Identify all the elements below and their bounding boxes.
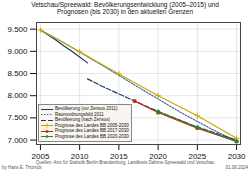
svg-text:8.000: 8.000 xyxy=(7,91,28,100)
svg-text:2015: 2015 xyxy=(110,152,128,160)
html-text:Bevölkerung (vor Zensus 2011): Bevölkerung (vor Zensus 2011) xyxy=(55,106,118,112)
svg-text:2010: 2010 xyxy=(71,152,89,160)
svg-text:8.500: 8.500 xyxy=(7,69,28,78)
html-text:Vetschau/Spreewald: Bevölkerun: Vetschau/Spreewald: Bevölkerungsentwickl… xyxy=(31,1,219,8)
html-text:Prognosen (bis 2030) in den ak: Prognosen (bis 2030) in den aktuellen Gr… xyxy=(56,8,194,16)
html-text:by Hans E. Thürnck: by Hans E. Thürnck xyxy=(2,165,42,171)
html-text:Prognose des Landes BB 2005-20: Prognose des Landes BB 2005-2030 xyxy=(55,122,129,128)
html-text:Raumordnungsbild 2011: Raumordnungsbild 2011 xyxy=(55,111,104,117)
svg-text:2020: 2020 xyxy=(149,152,167,160)
svg-text:9.000: 9.000 xyxy=(7,47,28,56)
html-text:Prognose des Landes BB 2020-20: Prognose des Landes BB 2020-2030 xyxy=(55,133,129,139)
html-text:Bevölkerung (nach Zensus): Bevölkerung (nach Zensus) xyxy=(55,117,110,123)
html-text:Quellen: Amt für Statistik Ber: Quellen: Amt für Statistik Berlin-Brande… xyxy=(35,159,215,165)
html-text:Prognose des Landes BB 2017-20: Prognose des Landes BB 2017-2030 xyxy=(55,128,129,134)
html-text:01.08.2024: 01.08.2024 xyxy=(225,165,248,171)
svg-text:9.500: 9.500 xyxy=(7,25,28,34)
svg-text:7.500: 7.500 xyxy=(7,113,28,122)
svg-text:2025: 2025 xyxy=(188,152,206,160)
svg-text:7.000: 7.000 xyxy=(7,136,28,145)
svg-text:2005: 2005 xyxy=(32,152,50,160)
svg-text:2030: 2030 xyxy=(228,152,246,160)
